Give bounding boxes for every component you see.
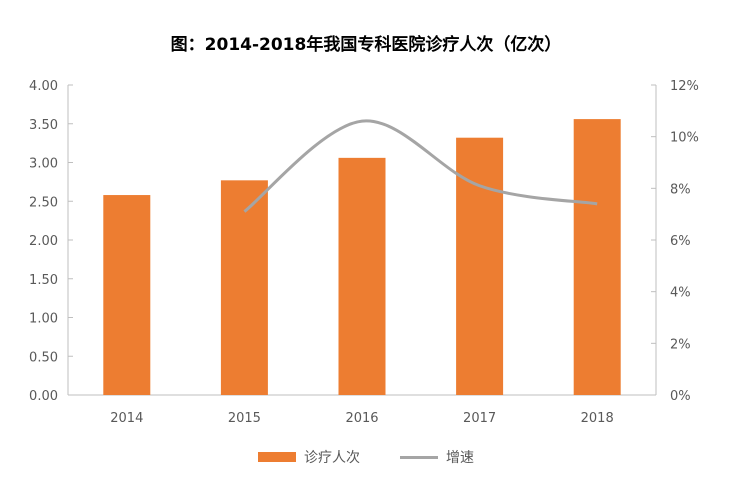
x-tick-label: 2017 xyxy=(463,411,496,426)
legend-label-bar: 诊疗人次 xyxy=(304,450,360,466)
x-tick-label: 2018 xyxy=(581,411,614,426)
legend: 诊疗人次 增速 xyxy=(0,447,732,467)
left-tick-label: 4.00 xyxy=(29,79,58,94)
bar-2014 xyxy=(103,195,151,395)
legend-swatch-bar xyxy=(258,452,296,462)
right-tick-label: 6% xyxy=(670,234,691,249)
chart-title: 图：2014-2018年我国专科医院诊疗人次（亿次） xyxy=(170,35,562,55)
growth-line xyxy=(243,119,598,213)
legend-item-bar: 诊疗人次 xyxy=(258,447,360,467)
left-tick-label: 2.00 xyxy=(29,234,58,249)
legend-label-line: 增速 xyxy=(446,450,474,466)
left-tick-label: 3.50 xyxy=(29,118,58,133)
left-tick-label: 0.50 xyxy=(29,350,58,365)
right-tick-label: 4% xyxy=(670,286,691,301)
bar-2018 xyxy=(573,119,621,395)
left-tick-label: 2.50 xyxy=(29,195,58,210)
bar-2015 xyxy=(220,180,268,395)
left-tick-label: 3.00 xyxy=(29,157,58,172)
x-tick-label: 2016 xyxy=(345,411,378,426)
bar-2016 xyxy=(338,157,386,395)
x-tick-label: 2015 xyxy=(228,411,261,426)
left-tick-label: 0.00 xyxy=(29,389,58,404)
right-tick-label: 10% xyxy=(670,131,699,146)
x-tick-label: 2014 xyxy=(110,411,143,426)
left-tick-label: 1.50 xyxy=(29,273,58,288)
right-tick-label: 0% xyxy=(670,389,691,404)
legend-item-line: 增速 xyxy=(400,447,474,467)
bar-2017 xyxy=(456,137,504,395)
right-tick-label: 2% xyxy=(670,337,691,352)
left-tick-label: 1.00 xyxy=(29,312,58,327)
legend-swatch-line xyxy=(400,455,438,459)
right-tick-label: 8% xyxy=(670,182,691,197)
right-tick-label: 12% xyxy=(670,79,699,94)
